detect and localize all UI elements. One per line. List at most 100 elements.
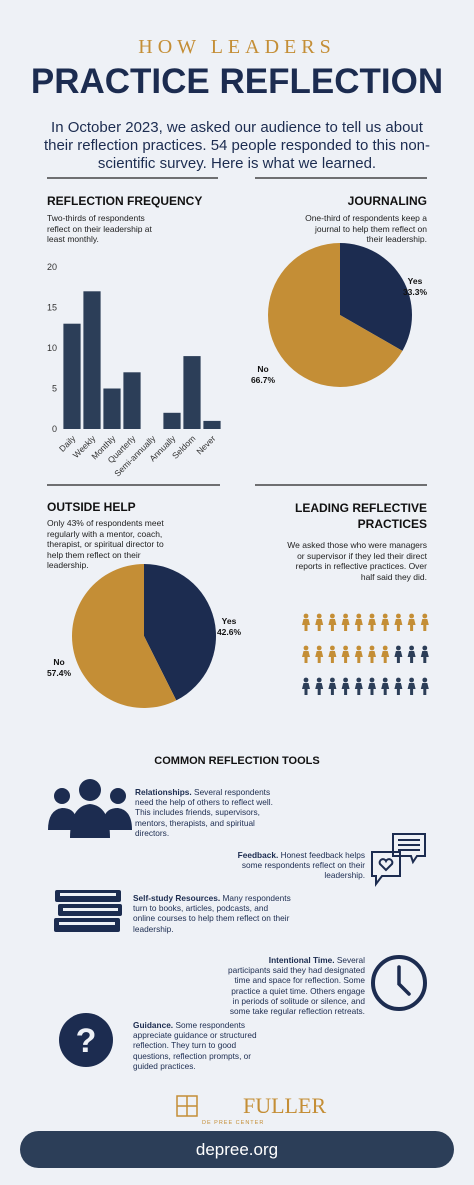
tool-item: Guidance. Some respondents appreciate gu… — [133, 1020, 273, 1071]
person-body — [302, 683, 310, 695]
person-body — [302, 619, 310, 631]
tools-title: COMMON REFLECTION TOOLS — [154, 755, 320, 767]
tool-item: Intentional Time. Several participants s… — [228, 955, 365, 1016]
bar — [123, 372, 141, 429]
clock-icon — [371, 955, 427, 1011]
bar — [163, 412, 181, 429]
tool-text: Honest feedback helps some respondents r… — [241, 850, 365, 881]
slice-value: 33.3% — [403, 287, 428, 297]
person-body — [420, 683, 429, 695]
people-icon — [48, 779, 132, 838]
person-head — [303, 645, 309, 651]
section-subtitle: One-third of respondents keep a journal … — [305, 213, 427, 244]
person-head — [382, 613, 388, 619]
tool-heading: Self-study Resources. — [133, 893, 221, 903]
y-tick-label: 10 — [47, 343, 57, 353]
person-head — [316, 677, 322, 683]
person-icon — [302, 613, 310, 631]
title: PRACTICE REFLECTION — [30, 62, 444, 101]
pie-slice — [340, 243, 412, 351]
person-icon — [420, 677, 429, 695]
person-icon — [394, 645, 403, 663]
person-icon — [328, 645, 337, 663]
tool-item: Feedback. Honest feedback helps some res… — [220, 850, 365, 881]
person-icon — [354, 677, 363, 695]
logo-mark — [176, 1095, 198, 1117]
person-icon — [328, 677, 337, 695]
person-icon — [407, 677, 416, 695]
tool-heading: Feedback. — [237, 850, 279, 860]
tool-text: Several participants said they had desig… — [228, 955, 365, 1017]
section-subtitle: Only 43% of respondents meet regularly w… — [47, 518, 164, 570]
person-head — [330, 677, 335, 683]
person-head — [369, 613, 375, 619]
bar — [103, 388, 121, 429]
x-tick-label: Never — [194, 433, 217, 456]
section-title: OUTSIDE HELP — [47, 500, 136, 514]
tool-text: Several respondents need the help of oth… — [135, 787, 273, 838]
person-body — [328, 619, 337, 631]
person-body — [394, 619, 403, 631]
person-icon — [394, 677, 403, 695]
section-title: REFLECTION FREQUENCY — [47, 194, 203, 208]
person-head — [382, 677, 388, 683]
person-body — [315, 651, 324, 663]
person-head — [356, 677, 362, 683]
person-head — [396, 677, 401, 683]
pie-slice — [144, 564, 216, 701]
feedback-icon — [371, 833, 426, 887]
person-body — [354, 651, 363, 663]
person-head — [303, 677, 309, 683]
url-bar — [20, 1131, 454, 1168]
tool-heading: Intentional Time. — [268, 955, 335, 965]
person-body — [368, 683, 376, 695]
svg-text:?: ? — [76, 1022, 97, 1060]
person-head — [356, 645, 362, 651]
person-head — [409, 645, 414, 651]
tool-text: Some respondents appreciate guidance or … — [133, 1020, 257, 1071]
pie-slice — [71, 564, 177, 708]
person-body — [302, 651, 310, 663]
section-title: JOURNALING — [347, 194, 427, 208]
bar — [203, 420, 221, 429]
slice-value: 42.6% — [217, 627, 242, 637]
intro: In October 2023, we asked our audience t… — [43, 119, 431, 172]
tool-text: Many respondents turn to books, articles… — [133, 893, 291, 934]
person-body — [354, 619, 363, 631]
person-head — [303, 613, 309, 619]
bar — [83, 291, 101, 429]
section-title: LEADING REFLECTIVE PRACTICES — [294, 501, 427, 531]
person-icon — [354, 613, 363, 631]
person-icon — [354, 645, 363, 663]
person-body — [328, 651, 337, 663]
tool-heading: Guidance. — [133, 1020, 174, 1030]
slice-value: 66.7% — [251, 375, 276, 385]
books-icon — [54, 890, 122, 932]
person-body — [394, 683, 403, 695]
person-head — [343, 677, 348, 683]
y-tick-label: 15 — [47, 303, 57, 313]
y-tick-label: 5 — [52, 384, 57, 394]
person-icon — [341, 677, 350, 695]
person-body — [354, 683, 363, 695]
logo-sub: DE PREE CENTER — [202, 1120, 264, 1126]
person-head — [422, 613, 428, 619]
tool-heading: Relationships. — [135, 787, 192, 797]
slice-label: No — [257, 364, 268, 374]
person-icon — [328, 613, 337, 631]
person-icon — [420, 645, 429, 663]
person-head — [330, 645, 335, 651]
kicker: HOW LEADERS — [138, 36, 336, 58]
person-icon — [420, 613, 429, 631]
guidance-icon: ? — [59, 1013, 113, 1067]
person-icon — [368, 613, 376, 631]
pie-slice — [268, 243, 403, 387]
person-icon — [407, 645, 416, 663]
bar — [183, 356, 201, 429]
person-body — [407, 651, 416, 663]
logo: FULLER — [243, 1093, 326, 1118]
url: depree.org — [196, 1140, 278, 1159]
person-head — [316, 613, 322, 619]
